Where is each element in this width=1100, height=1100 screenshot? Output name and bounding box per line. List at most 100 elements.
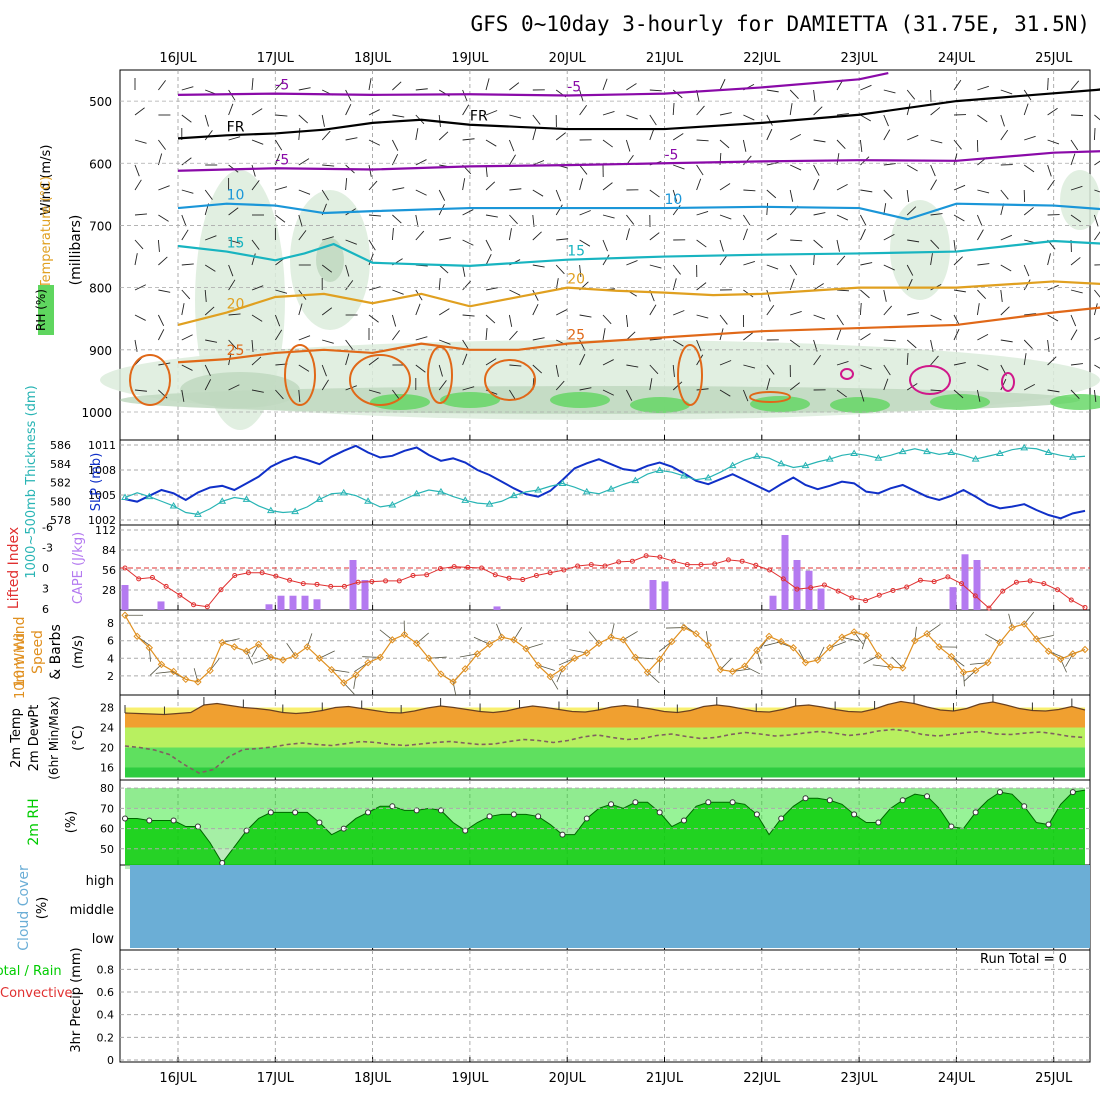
upper-wind-barb [930,139,943,144]
lifted-marker [959,581,965,587]
panel-frame-prec [119,949,1091,1063]
slp-tick-label: 1008 [88,464,116,477]
wind-marker [400,630,409,639]
upper-wind-barb [204,264,216,272]
wind-marker [680,623,688,632]
upper-wind-barb [907,134,919,141]
upper-wind-barb [836,139,846,149]
lifted-marker [780,576,786,582]
upper-wind-barb [813,178,820,191]
rh-marker [365,809,372,816]
precip-legend-total: Total / Rain [0,964,62,979]
lifted-marker [520,577,526,583]
panel-frame-press [119,439,1091,526]
upper-wind-barb [462,386,475,391]
thickness-tick-label: 578 [50,514,71,527]
upper-wind-barb [1047,107,1058,116]
upper-wind-barb [368,253,374,266]
upper-wind-barb [485,314,496,324]
thickness-marker [461,496,470,503]
lifted-marker [684,562,690,568]
upper-wind-barb [883,264,895,271]
lifted-marker [1027,578,1033,584]
upper-wind-barb [1047,253,1051,266]
upper-wind-barb [977,114,988,123]
wind-marker [169,667,178,676]
thickness-marker [145,492,154,500]
thickness-marker [704,473,713,481]
thickness-marker [825,455,834,462]
upper-wind-barb [859,389,865,402]
thickness-marker [121,493,129,500]
upper-wind-barb [1070,214,1082,223]
upper-wind-barb [485,287,498,291]
lifted-marker [588,562,594,568]
upper-wind-barb [602,314,612,325]
upper-wind-barb [859,228,866,241]
upper-wind-barb [953,184,966,191]
upper-wind-barb [1000,189,1009,200]
upper-wind-barb [555,278,559,291]
upper-wind-barb [673,164,685,170]
upper-wind-barb [251,389,264,393]
upper-wind-barb [602,328,606,341]
rh-marker [486,813,493,820]
rh-shading [890,200,950,300]
lifted-marker [835,588,841,594]
lifted-marker [424,572,430,578]
pressure-tick-label: 700 [89,219,112,233]
lifted-marker [355,579,361,585]
upper-wind-barb [1000,114,1005,127]
upper-wind-barb [555,204,563,216]
cape-bar [769,595,777,610]
upper-wind-barb [883,114,889,127]
upper-wind-barb [906,352,909,366]
upper-wind-barb [579,354,586,366]
upper-wind-barb [204,379,212,391]
series-thickness [124,447,1086,515]
upper-wind-barb [1094,337,1100,341]
upper-wind-barb [1023,207,1034,216]
date-label-top: 21JUL [646,51,684,66]
upper-wind-barb [906,103,911,116]
upper-wind-barb [485,328,488,341]
upper-wind-barb [555,309,568,316]
upper-wind-barb [368,78,372,91]
upper-wind-barb [392,81,402,91]
rh-marker [948,823,955,830]
upper-wind-barb [789,382,800,391]
upper-wind-barb [392,330,400,341]
thickness-marker [339,488,348,496]
upper-wind-barb [322,164,335,167]
thickness-marker [169,501,178,509]
upper-wind-barb [485,254,492,266]
upper-wind-barb [860,289,870,299]
rh-fill [125,790,1085,865]
upper-wind-barb [742,228,748,241]
upper-wind-barb [298,189,311,195]
isotherm-line [177,239,1100,267]
upper-wind-barb [953,79,962,91]
wind-marker [303,643,311,651]
upper-wind-barb [836,361,849,366]
cape-bar [817,588,825,610]
upper-wind-barb [579,314,592,318]
upper-wind-barb [158,80,166,91]
lifted-marker [547,570,553,576]
upper-wind-barb [579,105,588,116]
date-label-bottom: 20JUL [549,1071,587,1086]
upper-wind-barb [953,239,956,252]
upper-wind-barb [836,255,846,266]
temp-axis-label-c: (6hr Min/Max) [47,696,61,780]
lifted-marker [821,582,827,588]
wind-marker [510,636,518,644]
wind-marker [607,633,615,641]
rh-marker [729,799,736,806]
upper-wind-barb [696,339,702,352]
upper-wind-barb [860,364,872,370]
upper-wind-barb [766,364,775,375]
upper-wind-barb [813,239,823,249]
upper-wind-barb [602,78,608,91]
pressure-tick-label: 1000 [81,406,112,420]
cape-bar [793,560,801,610]
